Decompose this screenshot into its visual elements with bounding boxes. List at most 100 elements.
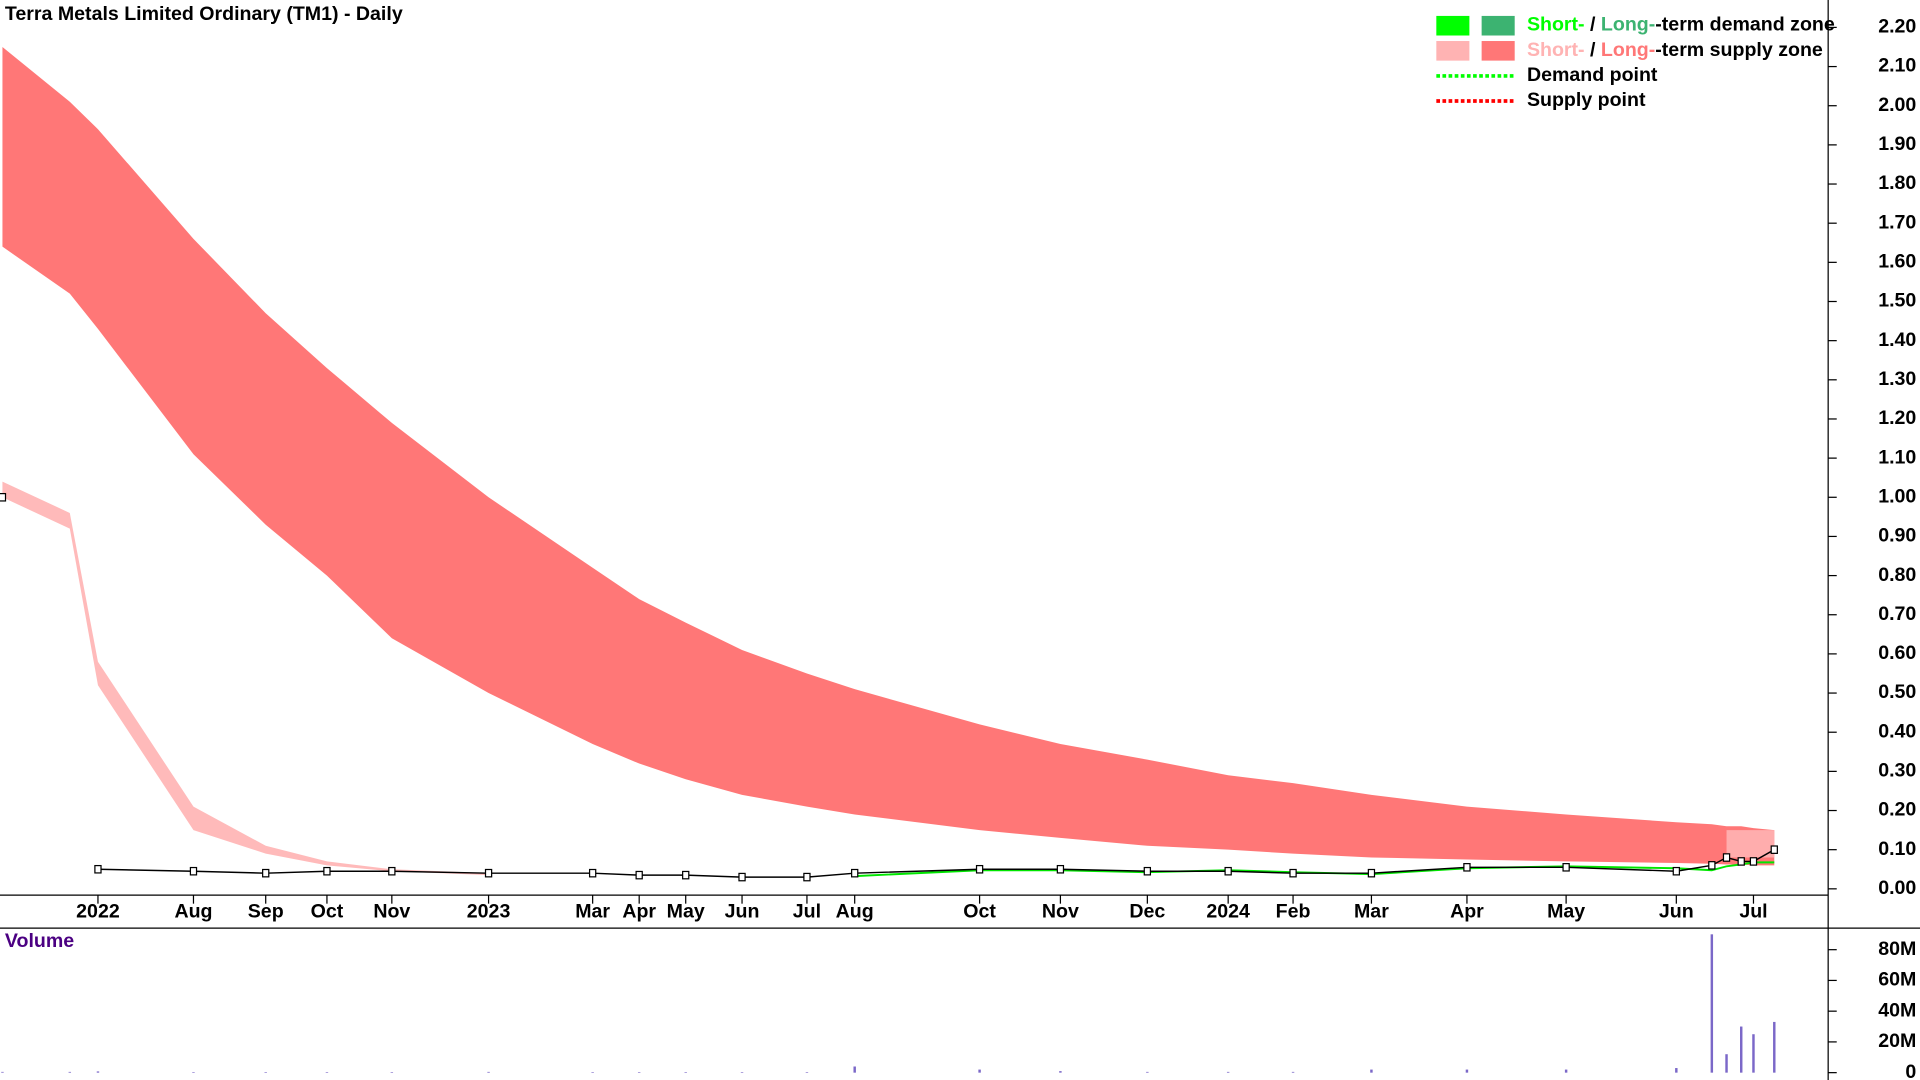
volume-bar — [1740, 1026, 1743, 1073]
legend-text: Long- — [1601, 39, 1655, 61]
volume-bar — [192, 1072, 195, 1073]
y-tick-label: 1.90 — [1878, 133, 1916, 155]
volume-bar — [1146, 1071, 1149, 1073]
y-tick-label: 2.10 — [1878, 55, 1916, 77]
legend-text: Demand point — [1527, 64, 1658, 86]
legend-swatch — [1481, 41, 1515, 61]
y-tick-label: 1.30 — [1878, 368, 1916, 390]
legend-text: / — [1585, 14, 1601, 36]
price-point — [1749, 857, 1758, 866]
price-point — [682, 870, 690, 880]
x-tick-label: Apr — [1450, 900, 1484, 922]
y-tick-label: 40M — [1878, 999, 1916, 1021]
x-tick-label: Aug — [174, 900, 212, 922]
volume-bar — [853, 1066, 856, 1073]
y-tick-label: 0.40 — [1878, 720, 1916, 742]
price-point — [1708, 861, 1716, 870]
legend-swatch — [1436, 41, 1470, 61]
x-tick-label: Dec — [1129, 900, 1165, 922]
price-point — [0, 492, 7, 502]
x-tick-label: Mar — [1354, 900, 1389, 922]
legend-label: Short- / Long--term supply zone — [1527, 39, 1823, 61]
y-tick-label: 0.50 — [1878, 681, 1916, 703]
legend-label: Supply point — [1527, 89, 1646, 111]
y-tick-label: 2.00 — [1878, 94, 1916, 116]
volume-bar — [68, 1071, 72, 1073]
x-tick-label: May — [1547, 900, 1585, 922]
legend-text: Long- — [1601, 14, 1655, 36]
y-tick-label: 1.40 — [1878, 329, 1916, 351]
volume-bar — [1725, 1054, 1728, 1073]
volume-bar — [684, 1072, 687, 1073]
x-tick-label: Mar — [575, 900, 610, 922]
x-tick-label: Jun — [725, 900, 760, 922]
y-tick-label: 1.80 — [1878, 172, 1916, 194]
y-tick-label: 1.20 — [1878, 407, 1916, 429]
price-point — [94, 864, 102, 874]
y-tick-label: 0.10 — [1878, 838, 1916, 860]
volume-bar — [1752, 1034, 1755, 1073]
volume-bar — [978, 1069, 981, 1073]
y-tick-label: 2.20 — [1878, 16, 1916, 38]
volume-bar — [1226, 1071, 1230, 1073]
x-tick-label: Jul — [793, 900, 821, 922]
y-tick-label: 0 — [1905, 1061, 1916, 1080]
volume-bar — [487, 1071, 490, 1073]
y-tick-label: 20M — [1878, 1030, 1916, 1052]
y-tick-label: 1.00 — [1878, 485, 1916, 507]
volume-title: Volume — [5, 930, 74, 952]
y-tick-label: 0.70 — [1878, 603, 1916, 625]
legend-text: -term supply zone — [1655, 39, 1823, 61]
x-tick-label: Oct — [311, 900, 344, 922]
price-point — [262, 868, 270, 878]
zone — [2, 46, 1775, 866]
price-point — [1737, 857, 1745, 866]
legend-label: Demand point — [1527, 64, 1658, 86]
price-point — [323, 866, 331, 876]
price-point — [588, 868, 597, 878]
price-point — [388, 866, 396, 876]
price-point — [1770, 845, 1778, 854]
y-tick-label: 0.00 — [1878, 877, 1916, 899]
x-tick-label: 2022 — [76, 900, 120, 922]
y-tick-label: 0.90 — [1878, 525, 1916, 547]
legend-text: Short- — [1527, 14, 1585, 36]
volume-bar — [325, 1072, 329, 1073]
zone — [2, 481, 489, 876]
volume-bar — [390, 1072, 394, 1073]
legend-label: Short- / Long--term demand zone — [1527, 14, 1835, 36]
price-point — [1672, 866, 1680, 876]
x-tick-label: 2023 — [467, 900, 511, 922]
volume-bar — [264, 1072, 267, 1073]
price-point — [738, 872, 746, 882]
volume-bar — [1564, 1069, 1568, 1073]
legend-text: / — [1585, 39, 1601, 61]
volume-bar — [805, 1072, 809, 1073]
y-tick-label: 1.70 — [1878, 211, 1916, 233]
zone — [1726, 830, 1775, 858]
x-tick-label: 2024 — [1206, 900, 1250, 922]
price-point — [189, 866, 198, 876]
price-point — [1056, 864, 1065, 874]
y-tick-label: 1.60 — [1878, 251, 1916, 273]
price-point — [803, 872, 811, 882]
x-tick-label: Apr — [622, 900, 656, 922]
price-line — [97, 849, 1775, 878]
x-tick-label: Oct — [963, 900, 996, 922]
x-tick-label: Feb — [1276, 900, 1311, 922]
y-tick-label: 0.80 — [1878, 564, 1916, 586]
x-tick-label: Jun — [1659, 900, 1694, 922]
volume-bar — [1370, 1069, 1373, 1073]
y-tick-label: 0.30 — [1878, 760, 1916, 782]
x-tick-label: May — [667, 900, 705, 922]
price-point — [484, 868, 493, 878]
x-tick-label: Nov — [373, 900, 410, 922]
x-tick-label: Sep — [248, 900, 284, 922]
legend-text: -term demand zone — [1655, 14, 1835, 36]
y-tick-label: 80M — [1878, 938, 1916, 960]
volume-bar — [1773, 1021, 1776, 1073]
volume-bar — [591, 1072, 594, 1073]
legend-text: Supply point — [1527, 89, 1646, 111]
